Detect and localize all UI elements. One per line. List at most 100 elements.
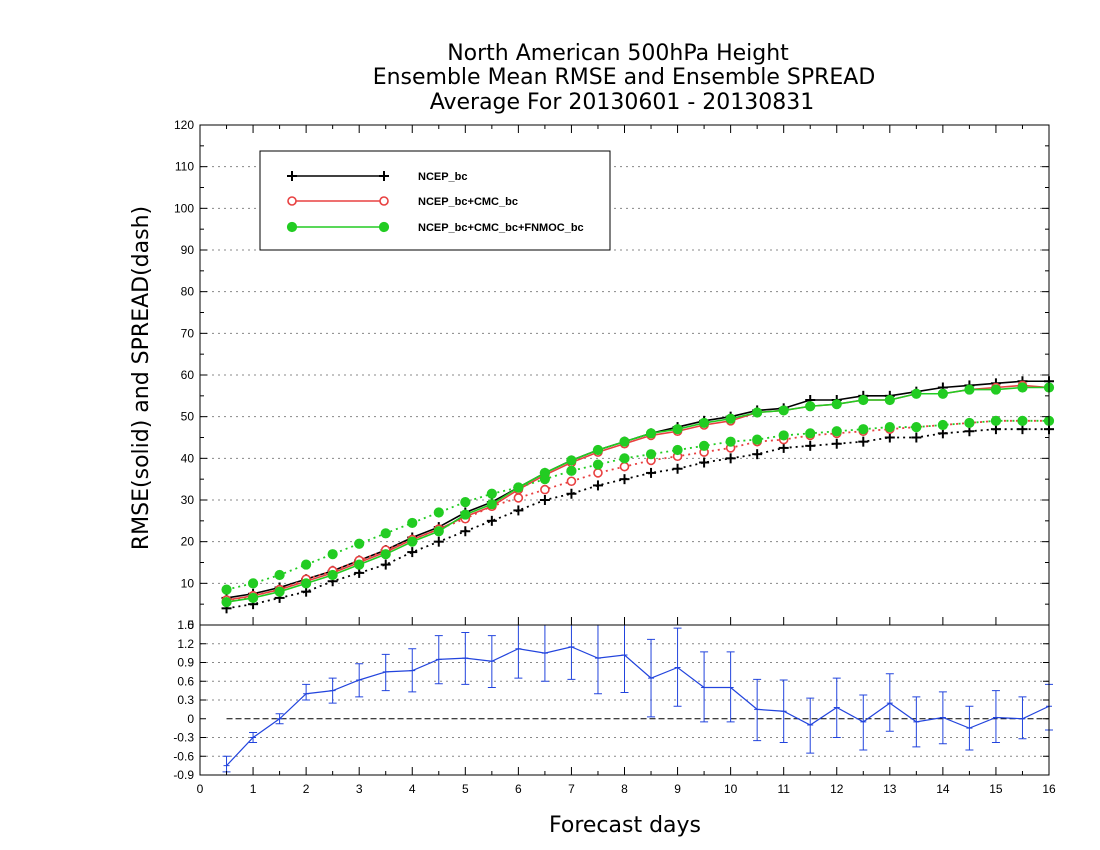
bottom-y-tick-label: 0.3	[177, 693, 194, 707]
spread-point	[990, 415, 1002, 426]
legend-marker	[286, 221, 298, 233]
bottom-y-tick-label: 0.9	[177, 656, 194, 670]
difference-line	[226, 646, 1050, 767]
rmse-point	[752, 407, 763, 418]
spread-point	[433, 507, 444, 518]
error-bar	[991, 690, 1000, 743]
top-y-tick-label: 60	[181, 368, 195, 382]
rmse-point	[566, 455, 577, 466]
rmse-point	[964, 384, 975, 395]
legend-marker	[287, 171, 297, 181]
spread-point	[884, 432, 895, 443]
error-bar	[487, 635, 496, 688]
spread-point	[937, 419, 948, 431]
error-bar	[912, 696, 921, 748]
spread-point	[752, 449, 763, 460]
spread-point	[699, 457, 710, 468]
top-y-tick-label: 110	[175, 160, 194, 174]
spread-point	[460, 496, 471, 508]
x-tick-label: 6	[515, 782, 522, 796]
spread-point	[407, 517, 418, 529]
error-bar	[381, 653, 390, 692]
error-bar	[806, 697, 815, 754]
spread-point	[301, 559, 312, 570]
spread-point	[884, 421, 895, 433]
x-tick-label: 7	[568, 782, 575, 796]
title-line-1: North American 500hPa Height	[447, 41, 789, 66]
error-bar	[859, 694, 868, 751]
error-bar	[832, 677, 841, 738]
spread-point	[592, 480, 603, 491]
x-tick-label: 3	[356, 782, 363, 796]
top-y-tick-label: 0	[187, 618, 194, 632]
rmse-point	[247, 592, 259, 604]
spread-point	[433, 536, 444, 547]
rmse-point	[460, 509, 471, 520]
error-bar	[328, 677, 337, 704]
rmse-point	[911, 388, 922, 399]
rmse-point	[831, 399, 842, 410]
rmse-point	[990, 384, 1002, 395]
bottom-y-tick-label: 0	[187, 712, 194, 726]
spread-point	[247, 578, 259, 589]
error-bar	[938, 691, 947, 745]
bottom-y-tick-label: 0.6	[177, 674, 194, 688]
error-bar	[1018, 696, 1027, 740]
spread-point	[380, 559, 391, 570]
spread-point	[566, 465, 577, 476]
spread-point	[858, 424, 869, 435]
top-y-tick-label: 30	[181, 493, 195, 507]
spread-point	[593, 468, 603, 478]
spread-point	[805, 440, 816, 451]
bottom-y-tick-label: 1.2	[177, 637, 194, 651]
top-y-tick-label: 90	[181, 243, 195, 257]
spread-point	[380, 528, 391, 539]
legend-marker	[287, 196, 297, 206]
error-bar	[275, 713, 284, 725]
rmse-point	[778, 405, 789, 416]
chart-title: North American 500hPa Height Ensemble Me…	[373, 41, 876, 115]
top-y-tick-label: 120	[174, 118, 194, 132]
rmse-point	[937, 388, 948, 399]
x-tick-label: 0	[197, 782, 204, 796]
error-bar	[779, 679, 788, 743]
error-bar	[514, 625, 523, 679]
top-y-tick-label: 40	[181, 451, 195, 465]
rmse-point	[407, 536, 418, 547]
rmse-point	[805, 401, 816, 412]
x-tick-label: 13	[883, 782, 897, 796]
x-tick-label: 1	[250, 782, 257, 796]
rmse-point	[380, 549, 391, 560]
error-bar	[647, 638, 656, 718]
spread-point	[672, 463, 683, 474]
x-axis-ticks: 0 1 2 3 4 5 6 7 8 9 10 11 12 13 14 15 16	[197, 125, 1056, 796]
legend-marker	[378, 221, 390, 233]
rmse-point	[884, 394, 895, 406]
spread-point	[619, 453, 630, 464]
x-tick-label: 4	[409, 782, 416, 796]
spread-point	[221, 584, 232, 595]
rmse-point	[1017, 382, 1028, 393]
legend-label: NCEP_bc+CMC_bc	[418, 196, 518, 208]
rmse-point	[645, 428, 657, 439]
error-bar	[885, 673, 894, 732]
spread-point	[619, 474, 630, 485]
error-bar	[434, 635, 443, 685]
spread-line	[226, 428, 1049, 610]
spread-point	[831, 426, 842, 437]
spread-point	[858, 436, 869, 447]
x-tick-label: 8	[621, 782, 628, 796]
error-bar	[302, 683, 311, 701]
spread-point	[964, 417, 975, 429]
spread-point	[911, 432, 922, 443]
x-tick-label: 2	[303, 782, 310, 796]
spread-point	[540, 484, 550, 495]
error-bar	[355, 663, 364, 698]
top-y-tick-label: 10	[181, 576, 195, 590]
rmse-point	[858, 394, 869, 406]
legend: NCEP_bc NCEP_bc+CMC_bc NCEP_bc+CMC_bc+FNMO…	[259, 150, 611, 251]
spread-point	[513, 493, 524, 503]
legend-label: NCEP_bc	[418, 171, 468, 183]
rmse-point	[301, 578, 312, 589]
error-bar	[249, 732, 258, 743]
